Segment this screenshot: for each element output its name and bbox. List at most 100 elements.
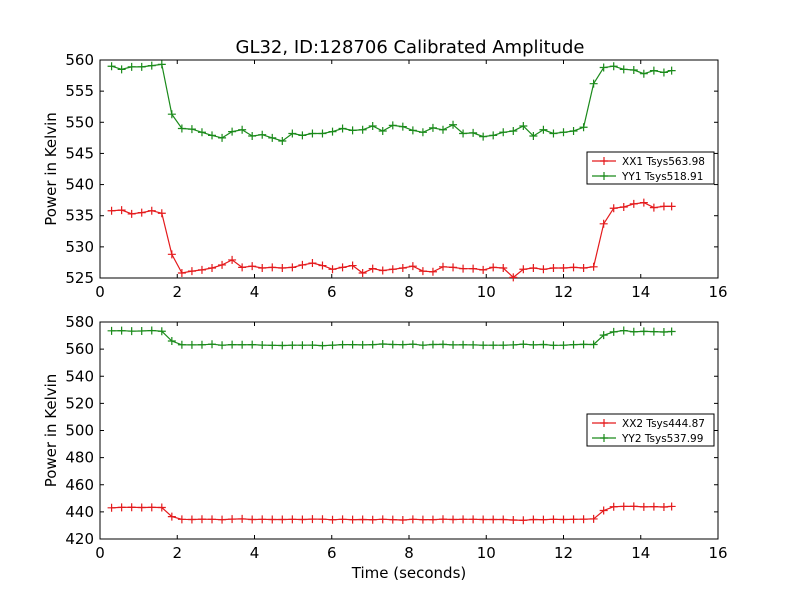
data-point — [117, 65, 126, 74]
data-point — [499, 515, 508, 524]
data-point — [197, 265, 206, 274]
data-point — [609, 502, 618, 511]
data-point — [157, 503, 166, 512]
data-point — [137, 326, 146, 335]
data-point — [137, 503, 146, 512]
legend-marker — [600, 419, 608, 427]
data-point — [489, 341, 498, 350]
data-point — [268, 515, 277, 524]
data-point — [208, 515, 217, 524]
data-point — [438, 340, 447, 349]
data-point — [549, 129, 558, 138]
data-point — [328, 341, 337, 350]
data-point — [348, 515, 357, 524]
data-point — [459, 515, 468, 524]
data-point — [469, 128, 478, 137]
data-point — [358, 125, 367, 134]
data-point — [308, 341, 317, 350]
legend-label: XX2 Tsys444.87 — [622, 418, 705, 430]
data-point — [268, 341, 277, 350]
data-point — [559, 264, 568, 273]
data-point — [499, 128, 508, 137]
data-point — [278, 264, 287, 273]
legend-marker — [600, 157, 608, 165]
y-tick-label: 500 — [65, 422, 94, 440]
x-tick-label: 0 — [95, 283, 105, 301]
data-point — [358, 269, 367, 278]
data-point — [619, 326, 628, 335]
data-point — [127, 209, 136, 218]
data-point — [428, 123, 437, 132]
data-point — [599, 331, 608, 340]
data-point — [667, 502, 676, 511]
data-point — [218, 260, 227, 269]
x-axis-label: Time (seconds) — [351, 564, 467, 582]
data-point — [328, 515, 337, 524]
data-point — [318, 129, 327, 138]
x-tick-label: 14 — [631, 283, 650, 301]
data-point — [298, 131, 307, 140]
data-point — [147, 326, 156, 335]
data-point — [348, 340, 357, 349]
data-point — [127, 327, 136, 336]
data-point — [278, 341, 287, 350]
y-tick-label: 440 — [65, 503, 94, 521]
data-point — [238, 340, 247, 349]
x-tick-label: 6 — [327, 283, 337, 301]
data-point — [599, 63, 608, 72]
legend-label: YY2 Tsys537.99 — [621, 433, 703, 445]
data-point — [268, 133, 277, 142]
data-point — [629, 502, 638, 511]
series-line — [111, 505, 672, 521]
data-point — [649, 203, 658, 212]
data-point — [248, 515, 257, 524]
data-point — [107, 206, 116, 215]
data-point — [117, 326, 126, 335]
x-tick-label: 4 — [250, 544, 260, 562]
data-point — [499, 341, 508, 350]
data-point — [288, 263, 297, 272]
data-point — [629, 65, 638, 74]
x-tick-label: 16 — [708, 544, 727, 562]
data-point — [197, 340, 206, 349]
data-point — [479, 265, 488, 274]
y-tick-label: 545 — [65, 144, 94, 162]
data-point — [649, 327, 658, 336]
data-point — [499, 264, 508, 273]
data-point — [218, 515, 227, 524]
data-point — [208, 340, 217, 349]
data-point — [569, 263, 578, 272]
data-point — [639, 198, 648, 207]
data-point — [187, 125, 196, 134]
y-tick-label: 530 — [65, 238, 94, 256]
data-point — [529, 264, 538, 273]
data-point — [348, 126, 357, 135]
data-point — [298, 341, 307, 350]
data-point — [157, 209, 166, 218]
series-2 — [107, 60, 676, 145]
data-point — [639, 502, 648, 511]
data-point — [137, 208, 146, 217]
figure-title: GL32, ID:128706 Calibrated Amplitude — [236, 37, 585, 58]
data-point — [338, 263, 347, 272]
x-tick-label: 6 — [327, 544, 337, 562]
data-point — [298, 260, 307, 269]
x-tick-label: 10 — [477, 544, 496, 562]
data-point — [667, 327, 676, 336]
y-tick-label: 540 — [65, 367, 94, 385]
data-point — [639, 69, 648, 78]
data-point — [298, 515, 307, 524]
data-point — [559, 128, 568, 137]
y-tick-label: 520 — [65, 394, 94, 412]
data-point — [278, 136, 287, 145]
data-point — [398, 264, 407, 273]
data-point — [509, 340, 518, 349]
data-point — [398, 340, 407, 349]
data-point — [388, 121, 397, 130]
data-point — [639, 327, 648, 336]
data-point — [667, 66, 676, 75]
data-point — [449, 340, 458, 349]
x-tick-label: 12 — [554, 283, 573, 301]
data-point — [177, 515, 186, 524]
data-point — [519, 516, 528, 525]
